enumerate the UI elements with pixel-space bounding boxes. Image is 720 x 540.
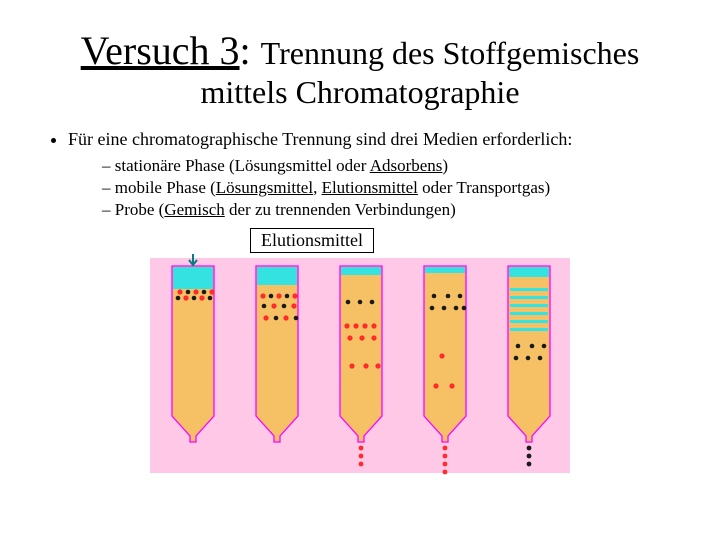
bullet-list: Für eine chromatographische Trennung sin… [40, 129, 680, 220]
chromatography-diagram: Elutionsmittel [150, 230, 570, 475]
title-colon: : [240, 28, 261, 73]
slide-title: Versuch 3: Trennung des Stoffgemisches m… [40, 28, 680, 111]
bullet-main: Für eine chromatographische Trennung sin… [68, 129, 680, 220]
column-3 [328, 258, 408, 473]
column-1 [160, 258, 240, 473]
column-2 [244, 258, 324, 473]
bullet-sub-1: stationäre Phase (Lösungsmittel oder Ads… [102, 156, 680, 176]
column-5 [496, 258, 576, 473]
bullet-sub-3: Probe (Gemisch der zu trennenden Verbind… [102, 200, 680, 220]
bullet-sub-2: mobile Phase (Lösungsmittel, Elutionsmit… [102, 178, 680, 198]
title-rest1: Trennung des Stoffgemisches [261, 35, 640, 71]
eluent-label: Elutionsmittel [250, 228, 374, 253]
column-4 [412, 258, 492, 473]
title-prefix: Versuch 3 [81, 28, 240, 73]
title-line2: mittels Chromatographie [40, 74, 680, 111]
